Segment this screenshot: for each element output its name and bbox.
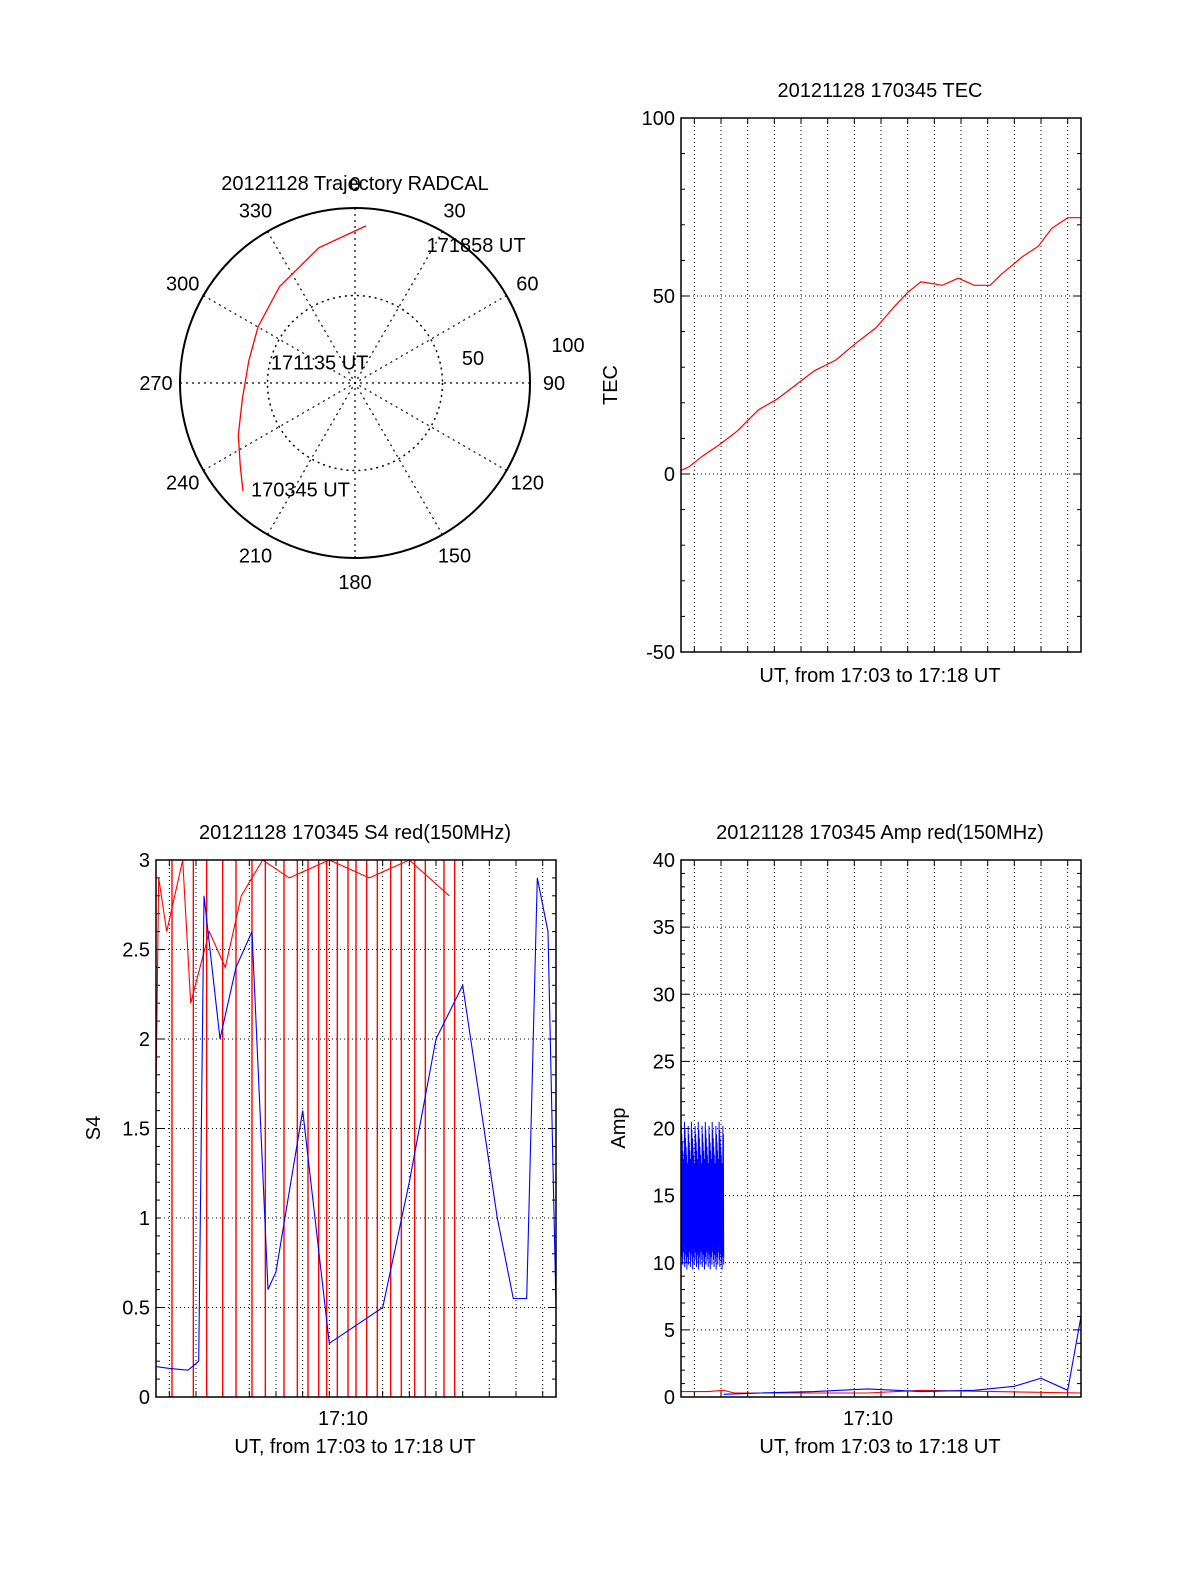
s4-y-tick-label: 1.5 (122, 1119, 150, 1141)
amp-y-tick-label: 35 (653, 917, 675, 939)
polar-radius-label: 100 (551, 335, 584, 357)
amp-y-tick-label: 0 (664, 1387, 675, 1409)
amp-y-tick-label: 10 (653, 1253, 675, 1275)
amp-line-chart: 20121128 170345 Amp red(150MHz) 40 35 30 25… (608, 822, 1082, 1458)
s4-x-axis-label: UT, from 17:03 to 17:18 UT (234, 1436, 475, 1458)
polar-azimuth-label: 150 (438, 545, 471, 567)
polar-grid (179, 207, 531, 559)
tec-chart-title: 20121128 170345 TEC (778, 80, 983, 102)
tec-line-chart: 20121128 170345 TEC 100 50 0 -50 UT, from 1… (600, 80, 1082, 687)
polar-azimuth-labels: 0 30 60 90 120 150 180 210 240 270 300 330 (139, 174, 565, 594)
polar-time-annotation: 171135 UT (271, 353, 368, 375)
polar-azimuth-label: 0 (349, 174, 360, 196)
tec-y-tick-label: 100 (642, 108, 675, 130)
tec-y-tick-label: 50 (653, 286, 675, 308)
polar-azimuth-label: 240 (166, 473, 199, 495)
polar-chart-title: 20121128 Trajectory RADCAL (221, 173, 489, 195)
polar-time-annotation: 171858 UT (427, 235, 526, 257)
amp-x-tick-label: 17:10 (843, 1408, 893, 1430)
s4-y-tick-label: 0 (139, 1387, 150, 1409)
amp-series-line (681, 1389, 1082, 1394)
s4-y-axis-label: S4 (83, 1116, 105, 1140)
tec-x-axis-label: UT, from 17:03 to 17:18 UT (759, 665, 1000, 687)
tec-plot-area: 100 50 0 -50 (642, 108, 1082, 664)
polar-trajectory-series (237, 225, 367, 492)
polar-azimuth-label: 60 (516, 274, 538, 296)
tec-frame (680, 117, 1082, 653)
s4-line-chart: 20121128 170345 S4 red(150MHz) 3 2.5 2 1.5 1… (83, 822, 557, 1458)
amp-y-tick-label: 20 (653, 1119, 675, 1141)
polar-azimuth-label: 120 (511, 473, 544, 495)
polar-time-annotation: 170345 UT (251, 480, 350, 502)
amp-y-tick-label: 15 (653, 1186, 675, 1208)
polar-radius-label: 50 (462, 348, 484, 370)
amp-series-line (723, 1316, 1082, 1395)
s4-frame (155, 859, 557, 1398)
amp-y-axis-label: Amp (608, 1107, 630, 1148)
amp-x-axis-label: UT, from 17:03 to 17:18 UT (759, 1436, 1000, 1458)
polar-spoke-150 (266, 231, 444, 535)
amp-y-tick-label: 25 (653, 1051, 675, 1073)
amp-y-tick-label: 40 (653, 850, 675, 872)
s4-y-tick-label: 2.5 (122, 940, 150, 962)
amp-y-tick-label: 5 (664, 1320, 675, 1342)
polar-azimuth-label: 270 (139, 373, 172, 395)
s4-plot-area: 3 2.5 2 1.5 1 0.5 0 (122, 850, 557, 1409)
s4-y-tick-label: 1 (139, 1208, 150, 1230)
amp-series-band (680, 1121, 725, 1270)
s4-y-tick-label: 3 (139, 850, 150, 872)
amp-frame (680, 859, 1082, 1398)
s4-y-tick-label: 2 (139, 1029, 150, 1051)
polar-radius-labels: 50 100 (462, 335, 585, 370)
tec-y-tick-label: -50 (646, 642, 675, 664)
polar-inner-ring (266, 294, 444, 472)
polar-azimuth-label: 180 (338, 572, 371, 594)
s4-x-tick-label: 17:10 (318, 1408, 368, 1430)
polar-azimuth-label: 30 (443, 201, 465, 223)
amp-y-tick-label: 30 (653, 984, 675, 1006)
polar-time-annotations: 171858 UT 171135 UT 170345 UT (251, 235, 526, 502)
amp-chart-title: 20121128 170345 Amp red(150MHz) (716, 822, 1044, 844)
tec-series-line (680, 217, 1081, 471)
polar-azimuth-label: 90 (543, 373, 565, 395)
tec-y-tick-label: 0 (664, 464, 675, 486)
s4-chart-title: 20121128 170345 S4 red(150MHz) (199, 822, 511, 844)
s4-y-tick-label: 0.5 (122, 1298, 150, 1320)
polar-azimuth-label: 210 (239, 545, 272, 567)
polar-azimuth-label: 330 (239, 201, 272, 223)
trajectory-polar-chart: 20121128 Trajectory RADCAL 0 30 60 90 120 150… (139, 173, 584, 594)
s4-series-line (155, 877, 557, 1371)
polar-azimuth-label: 300 (166, 274, 199, 296)
polar-trajectory-line (237, 225, 367, 492)
tec-y-axis-label: TEC (600, 365, 622, 405)
amp-plot-area: 40 35 30 25 20 15 10 5 0 (653, 850, 1082, 1409)
